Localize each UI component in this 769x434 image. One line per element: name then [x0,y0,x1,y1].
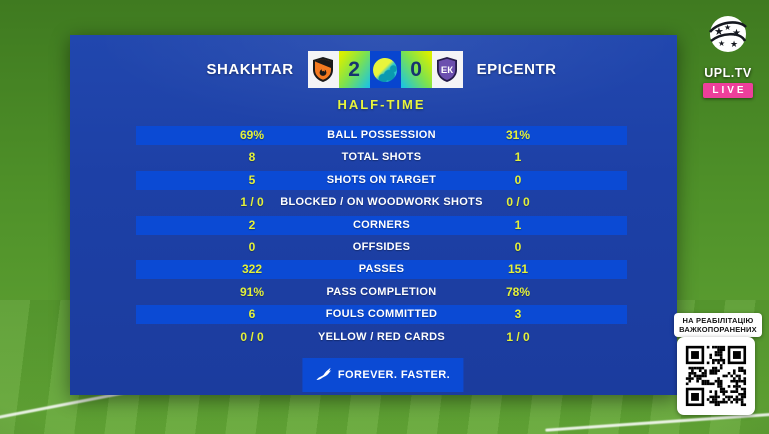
home-stat-value: 0 / 0 [240,329,264,344]
upl-ball-logo-icon: ★ ★ ★ ★ ★ [704,10,752,63]
svg-text:★: ★ [732,28,741,39]
qr-caption-line1: НА РЕАБІЛІТАЦІЮ [682,316,754,325]
stat-row: 322 PASSES 151 [136,260,627,280]
stat-row: 8 TOTAL SHOTS 1 [136,148,627,167]
puma-cat-icon [315,367,331,384]
stat-label: YELLOW / RED CARDS [317,330,445,343]
away-stat-value: 1 / 0 [506,329,530,344]
home-stat-value: 1 / 0 [240,195,264,210]
home-score: 2 [338,51,370,88]
away-stat-value: 0 [514,172,522,187]
away-stat-value: 31% [505,128,531,142]
away-stat-value: 1 [514,150,522,165]
stat-row: 0 OFFSIDES 0 [136,238,627,257]
stat-row: 1 / 0 BLOCKED / ON WOODWORK SHOTS 0 / 0 [136,193,627,212]
stat-label: BLOCKED / ON WOODWORK SHOTS [280,196,483,209]
stat-row: 0 / 0 YELLOW / RED CARDS 1 / 0 [136,328,627,347]
home-stat-value: 0 [248,239,256,254]
away-score: 0 [400,51,432,88]
home-team-name: SHAKHTAR [206,61,294,78]
home-stat-value: 91% [239,284,265,299]
stat-label: PASS COMPLETION [326,285,437,298]
stat-label: SHOTS ON TARGET [326,173,437,186]
home-stat-value: 2 [248,217,256,232]
svg-text:ЕК: ЕК [441,65,453,76]
qr-caption: НА РЕАБІЛІТАЦІЮ ВАЖКОПОРАНЕНИХ [674,313,762,337]
stat-row: 2 CORNERS 1 [136,215,627,235]
away-stat-value: 0 / 0 [506,195,530,210]
stat-row: 5 SHOTS ON TARGET 0 [136,170,627,190]
sponsor-slogan: FOREVER. FASTER. [337,369,451,381]
home-stat-value: 6 [248,307,256,322]
stat-label: BALL POSSESSION [327,129,436,141]
score-header: SHAKHTAR 2 0 [78,51,685,88]
qr-code [677,337,755,415]
home-stat-value: 322 [241,262,263,277]
halftime-stats-panel: SHAKHTAR 2 0 [70,35,677,395]
away-stat-value: 151 [507,262,529,277]
shakhtar-crest-icon [307,51,339,88]
home-stat-value: 69% [239,128,265,142]
away-team-name: EPICENTR [476,61,557,78]
stats-table: 69% BALL POSSESSION 31% 8 TOTAL SHOTS 1 5 SHO… [136,126,627,350]
stat-label: FOULS COMMITTED [325,308,438,321]
period-title: HALF-TIME [337,97,426,112]
stat-label: OFFSIDES [352,240,411,253]
stat-label: CORNERS [352,218,411,231]
live-badge: LIVE [703,83,753,98]
stat-label: PASSES [358,263,405,276]
away-stat-value: 3 [514,307,522,322]
stat-label: TOTAL SHOTS [341,151,422,164]
away-stat-value: 78% [505,284,531,299]
svg-text:★: ★ [718,39,725,48]
home-stat-value: 8 [248,150,256,165]
qr-caption-line2: ВАЖКОПОРАНЕНИХ [679,325,757,334]
svg-text:★: ★ [730,39,738,49]
league-ball-icon [369,51,401,88]
stat-row: 6 FOULS COMMITTED 3 [136,305,627,325]
svg-text:★: ★ [714,26,724,38]
qr-code-svg [685,345,747,407]
stat-row: 69% BALL POSSESSION 31% [136,126,627,145]
broadcaster-bug: ★ ★ ★ ★ ★ UPL.TV LIVE [693,10,763,98]
svg-text:★: ★ [724,23,731,32]
home-stat-value: 5 [248,172,256,187]
sponsor-bar: FOREVER. FASTER. [301,358,464,392]
broadcaster-name: UPL.TV [704,66,752,80]
score-strip: 2 0 ЕК [307,51,463,88]
away-stat-value: 1 [514,217,522,232]
epicentr-crest-icon: ЕК [431,51,463,88]
stat-row: 91% PASS COMPLETION 78% [136,283,627,302]
away-stat-value: 0 [514,239,522,254]
